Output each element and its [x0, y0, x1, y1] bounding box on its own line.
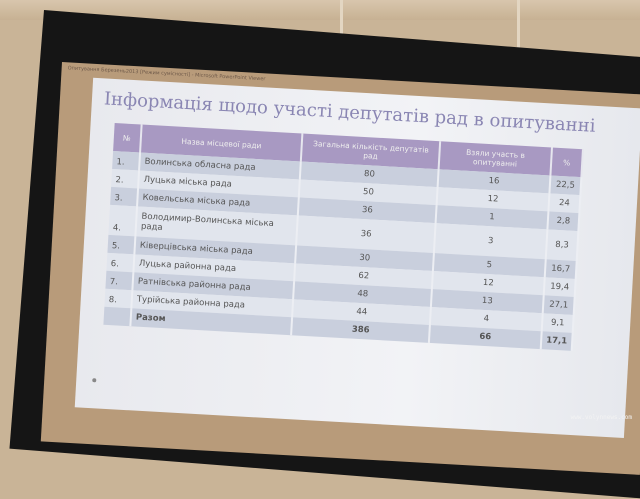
row-percent: 24 [548, 193, 581, 214]
total-percent: 17,1 [540, 331, 573, 351]
slide: Інформація щодо участі депутатів рад в о… [74, 77, 640, 438]
row-number: 8. [104, 288, 133, 309]
participation-table: № Назва місцевої ради Загальна кількість… [103, 123, 584, 351]
row-number: 6. [106, 252, 135, 273]
row-number: 7. [105, 270, 134, 291]
wall [0, 0, 640, 20]
row-percent: 9,1 [541, 313, 574, 333]
row-percent: 19,4 [543, 277, 576, 297]
bullet [92, 378, 97, 383]
watermark: www.volynnews.com [570, 414, 632, 421]
row-percent: 2,8 [547, 211, 580, 232]
total-empty [103, 306, 132, 327]
row-percent: 22,5 [549, 175, 582, 196]
row-number: 3. [110, 186, 139, 207]
row-number: 2. [111, 168, 140, 189]
row-number: 1. [112, 150, 141, 171]
row-percent: 16,7 [544, 259, 577, 280]
projected-screen: Опитування Березень2013 [Режим сумісност… [40, 62, 640, 475]
header-no: № [113, 123, 142, 153]
row-percent: 27,1 [542, 295, 575, 315]
row-percent: 8,3 [545, 229, 579, 262]
row-number: 5. [107, 234, 136, 255]
row-number: 4. [108, 204, 138, 237]
header-percent: % [550, 147, 583, 178]
